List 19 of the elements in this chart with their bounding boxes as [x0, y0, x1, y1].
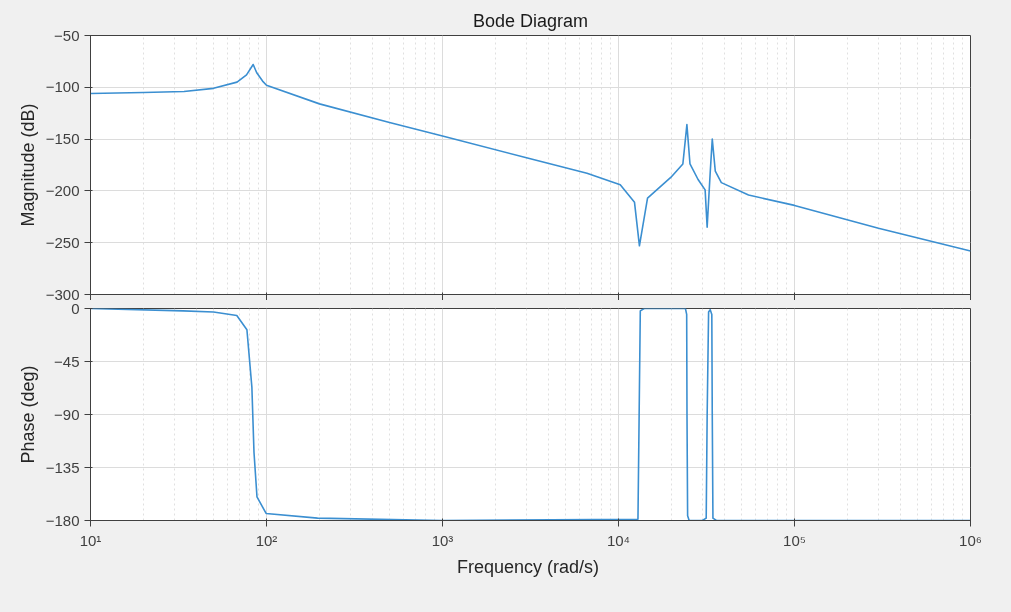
y-tick-label: −100: [45, 78, 80, 96]
y-tick-label: −250: [45, 233, 80, 251]
y-tick-label: −150: [45, 130, 80, 148]
y-tick-label: −45: [54, 352, 80, 370]
x-tick-label: 10¹: [79, 531, 102, 549]
y-tick-label: −90: [54, 405, 80, 423]
y-tick-label: −180: [45, 511, 80, 529]
x-axis-title: Frequency (rad/s): [456, 556, 600, 577]
y-tick-label: −200: [45, 181, 80, 199]
chart-title: Bode Diagram: [472, 10, 589, 31]
y-tick-label: −50: [54, 26, 80, 44]
y-tick-label: −135: [45, 458, 80, 476]
y-axis-title: Phase (deg): [17, 365, 38, 464]
y-axis-title: Magnitude (dB): [17, 103, 38, 227]
x-tick-label: 10⁵: [783, 531, 806, 549]
x-tick-label: 10²: [255, 531, 278, 549]
x-tick-label: 10⁴: [606, 531, 631, 549]
x-tick-label: 10⁶: [959, 531, 982, 549]
x-tick-label: 10³: [431, 531, 454, 549]
